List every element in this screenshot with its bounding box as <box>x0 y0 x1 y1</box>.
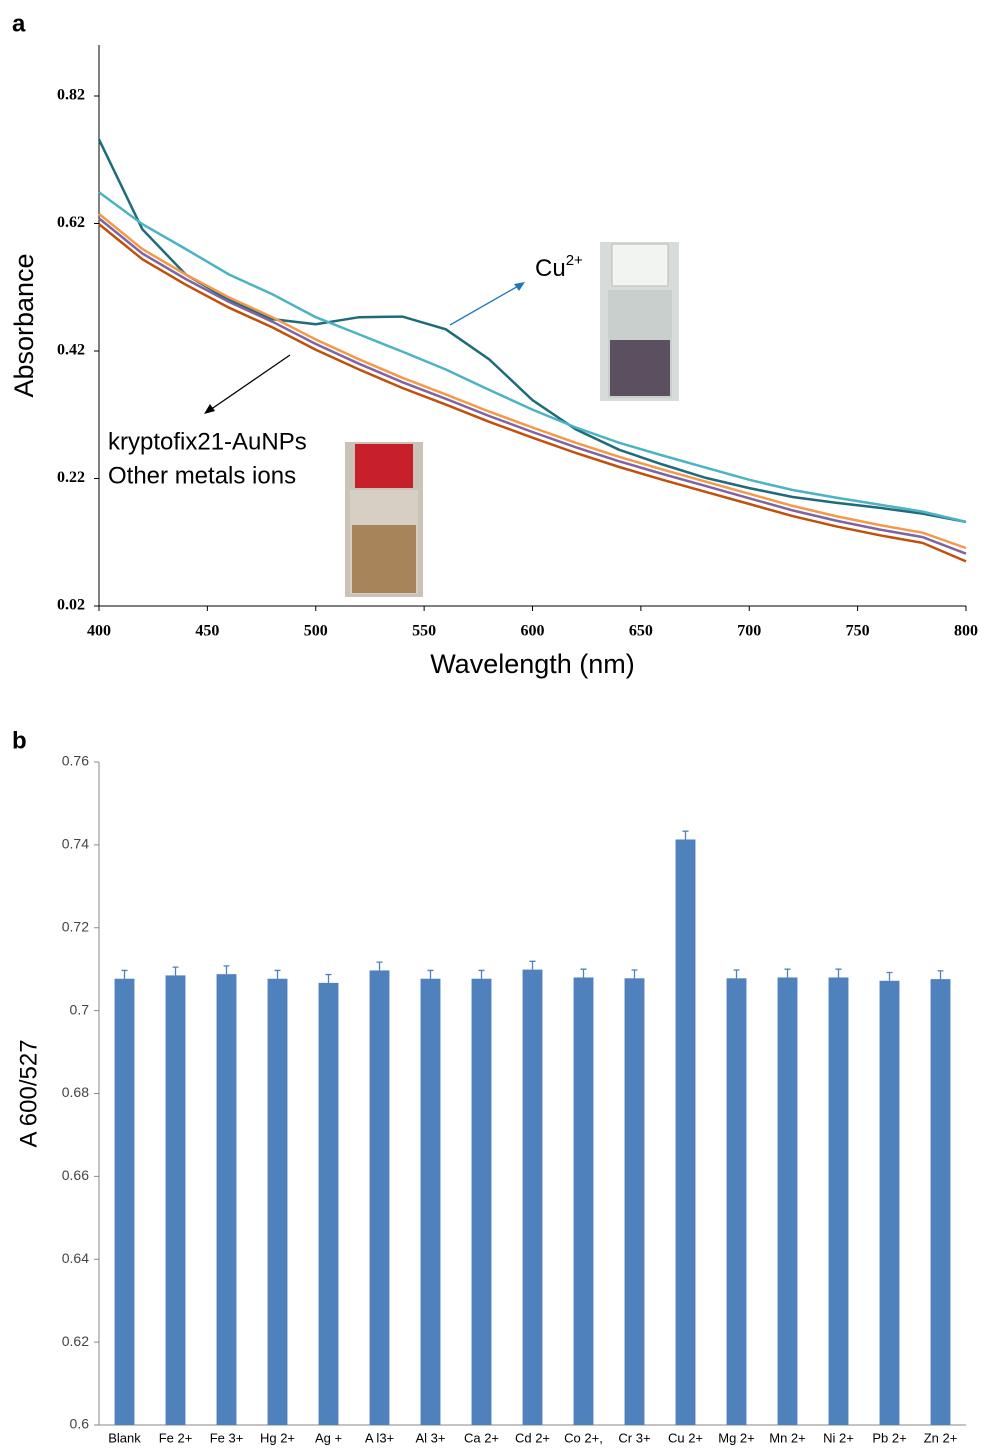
x-tick-label: Ca 2+ <box>464 1430 499 1445</box>
bar <box>573 977 594 1425</box>
error-bar <box>886 971 893 981</box>
x-tick-label: 400 <box>87 623 111 640</box>
x-tick-label: Fe 3+ <box>210 1430 244 1445</box>
error-bar <box>631 969 638 979</box>
x-tick-label: Pb 2+ <box>872 1430 906 1445</box>
bar <box>216 974 237 1425</box>
x-tick-label: Cd 2+ <box>515 1430 550 1445</box>
x-tick-label: 600 <box>521 623 545 640</box>
x-tick-label: Mn 2+ <box>769 1430 806 1445</box>
bar <box>471 978 492 1425</box>
x-tick-label: 450 <box>195 623 219 640</box>
y-tick-label: 0.62 <box>62 1333 89 1349</box>
x-tick-label: 500 <box>304 623 328 640</box>
y-tick-label: 0.72 <box>62 918 89 934</box>
annotation: Cu2+ <box>535 252 583 282</box>
x-tick-label: 550 <box>412 623 436 640</box>
line-series <box>98 223 967 563</box>
bar <box>777 977 798 1425</box>
vial-photo-au <box>345 442 423 597</box>
x-tick-label: Cr 3+ <box>618 1430 650 1445</box>
y-axis-title: A 600/527 <box>15 1039 42 1147</box>
error-bar <box>478 969 485 979</box>
bar <box>828 977 849 1425</box>
x-tick-label: 750 <box>846 623 870 640</box>
error-bar <box>835 968 842 978</box>
annotation-text: Cu <box>535 255 566 282</box>
error-bar <box>325 973 332 983</box>
x-tick-label: Ni 2+ <box>823 1430 854 1445</box>
y-tick-label: 0.64 <box>62 1250 89 1266</box>
error-bar <box>733 969 740 979</box>
bar <box>930 979 951 1425</box>
error-bar <box>682 830 689 840</box>
x-tick-label: Mg 2+ <box>718 1430 755 1445</box>
annotation: kryptofix21-AuNPs <box>108 428 307 455</box>
y-tick-label: 0.74 <box>62 836 89 852</box>
bar <box>879 980 900 1425</box>
line-series <box>98 212 967 550</box>
bar <box>522 969 543 1425</box>
x-tick-label: Zn 2+ <box>924 1430 958 1445</box>
error-bar <box>580 968 587 978</box>
error-bar <box>121 969 128 979</box>
x-tick-label: A l3+ <box>365 1430 394 1445</box>
x-tick-label: Fe 2+ <box>159 1430 193 1445</box>
x-axis-title: Wavelength (nm) <box>430 649 635 679</box>
x-tick-label: 700 <box>737 623 761 640</box>
line-series <box>98 191 967 524</box>
y-tick-label: 0.76 <box>62 753 89 769</box>
x-tick-label: Al 3+ <box>416 1430 446 1445</box>
y-tick-label: 0.02 <box>57 597 85 614</box>
annotation: Other metals ions <box>108 462 296 489</box>
y-tick-label: 0.68 <box>62 1084 89 1100</box>
x-tick-label: Ag + <box>315 1430 342 1445</box>
x-tick-label: 800 <box>954 623 978 640</box>
bar <box>624 978 645 1425</box>
x-tick-label: Hg 2+ <box>260 1430 295 1445</box>
y-tick-label: 0.22 <box>57 469 85 486</box>
error-bar <box>937 970 944 980</box>
y-tick-label: 0.66 <box>62 1167 89 1183</box>
x-tick-label: Co 2+, <box>564 1430 603 1445</box>
y-tick-label: 0.82 <box>57 87 85 104</box>
arrows <box>204 282 525 414</box>
y-tick-label: 0.62 <box>57 214 85 231</box>
x-tick-label: Blank <box>108 1430 141 1445</box>
error-bar <box>376 961 383 971</box>
vial-photo-cu <box>600 242 679 401</box>
error-bar <box>274 969 281 979</box>
error-bar <box>784 968 791 978</box>
error-bar <box>529 960 536 970</box>
error-bar <box>172 966 179 976</box>
bar <box>420 978 441 1425</box>
y-tick-label: 0.42 <box>57 342 85 359</box>
bar <box>267 978 288 1425</box>
bar <box>114 978 135 1425</box>
bar <box>726 978 747 1425</box>
y-tick-label: 0.7 <box>70 1001 90 1017</box>
panel-label: a <box>12 10 26 37</box>
line-series <box>97 138 967 524</box>
bar <box>165 975 186 1425</box>
bar <box>369 970 390 1425</box>
y-tick-label: 0.6 <box>70 1416 90 1432</box>
y-axis-title: Absorbance <box>9 253 39 397</box>
bar <box>675 839 696 1425</box>
panel-label: b <box>12 727 27 754</box>
x-tick-label: 650 <box>629 623 653 640</box>
annotation-superscript: 2+ <box>566 252 583 269</box>
bar <box>318 982 339 1425</box>
line-series <box>98 217 967 555</box>
error-bar <box>223 965 230 975</box>
error-bar <box>427 969 434 979</box>
x-tick-label: Cu 2+ <box>668 1430 703 1445</box>
